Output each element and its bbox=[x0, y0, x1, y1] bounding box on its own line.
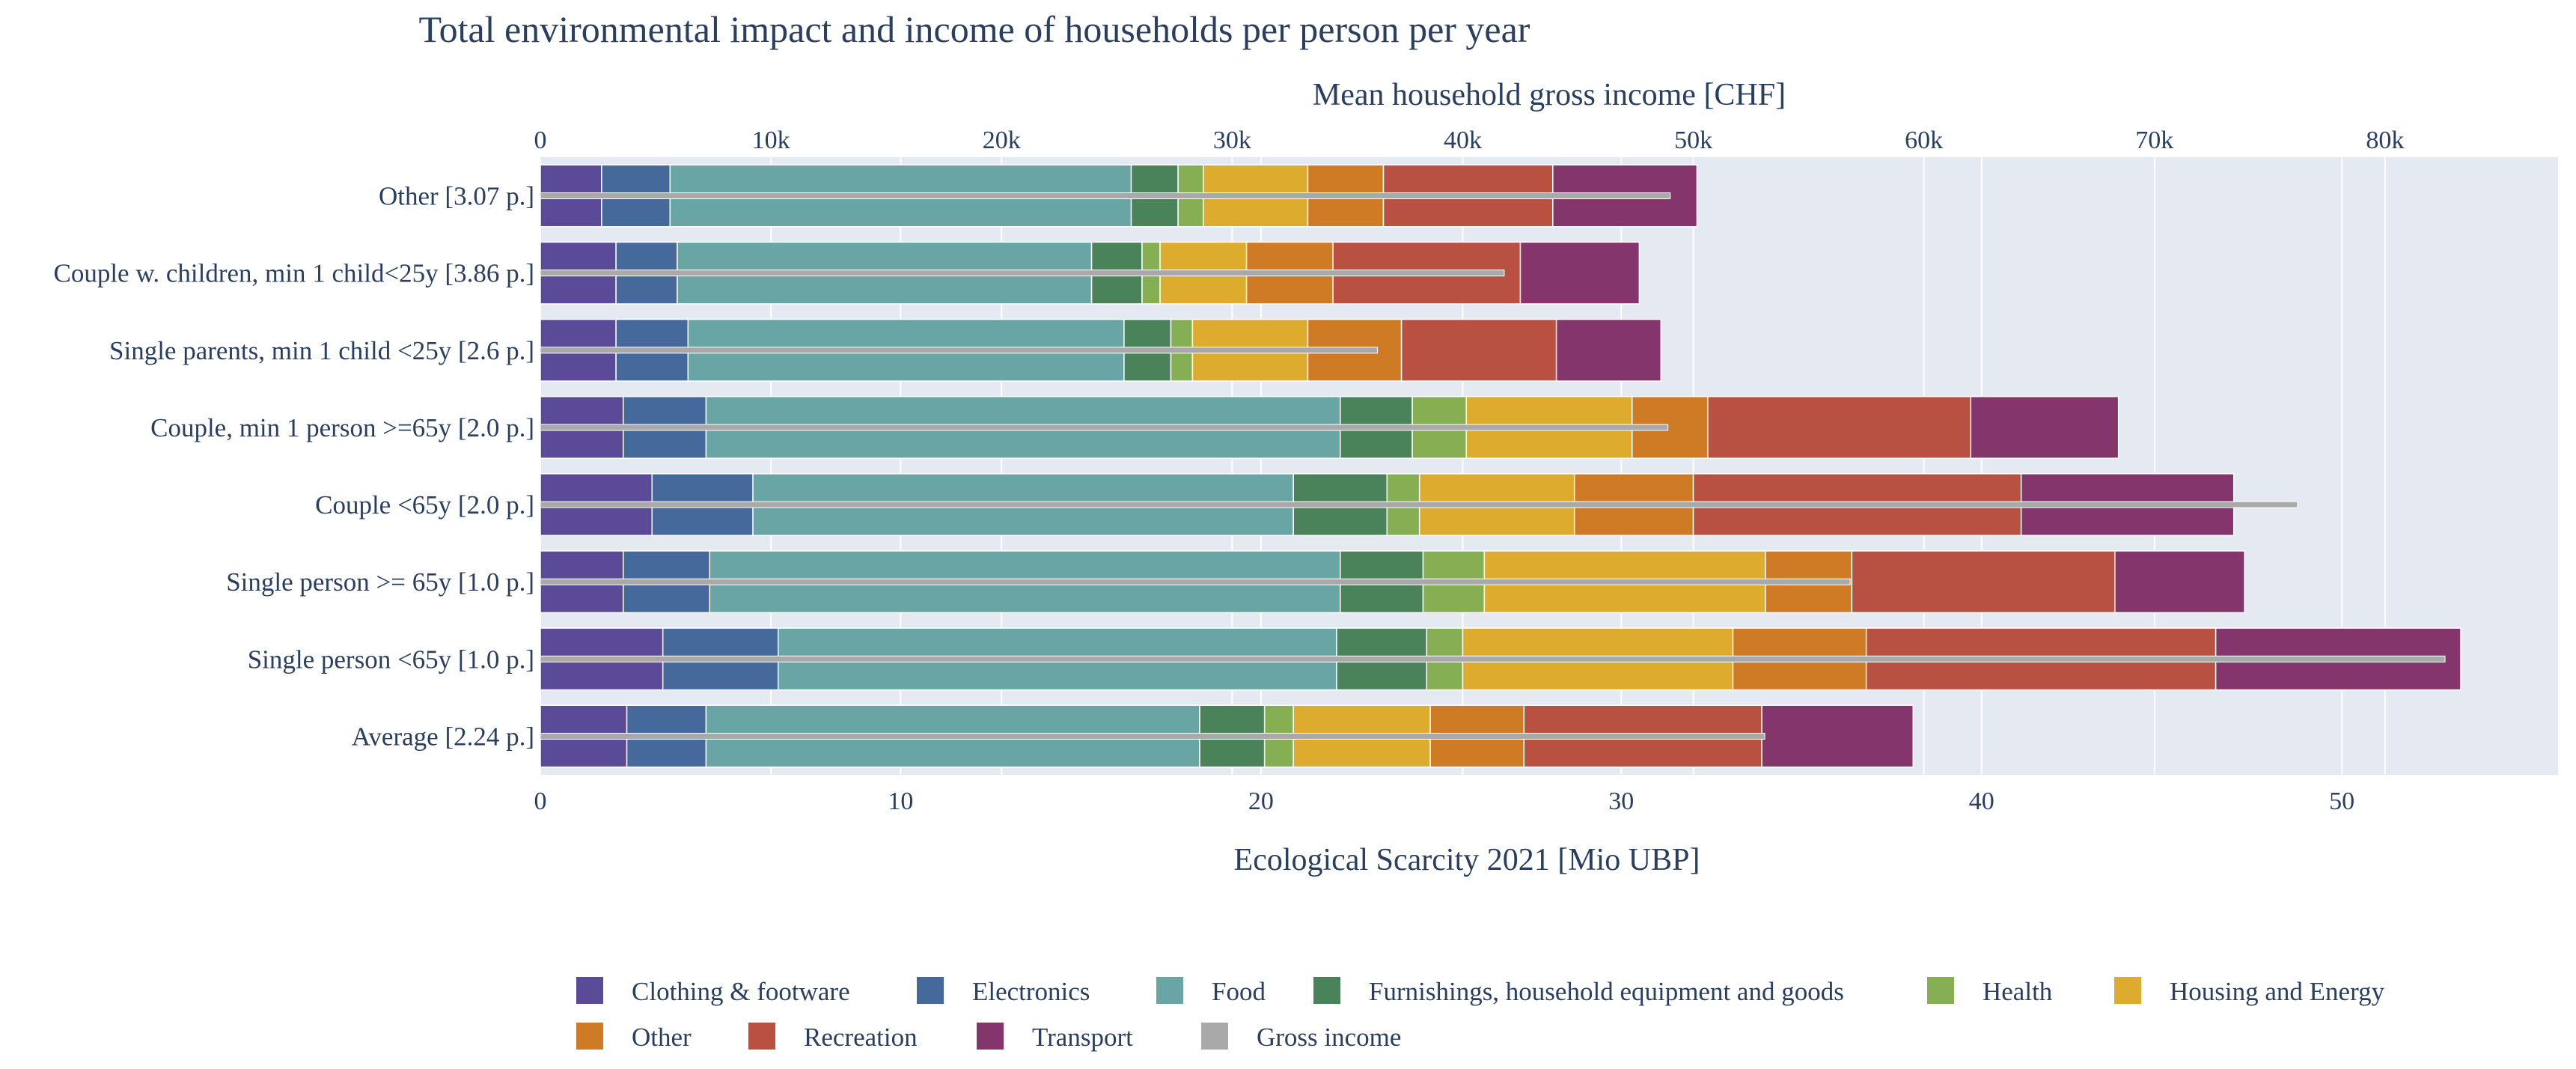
x2-tick-label-20000: 20k bbox=[983, 127, 1021, 154]
chart-title: Total environmental impact and income of… bbox=[419, 8, 1530, 50]
x-tick-label-50: 50 bbox=[2329, 788, 2354, 815]
x2-tick-label-0: 0 bbox=[534, 127, 547, 154]
bar-transport-3 bbox=[1970, 395, 2119, 459]
legend-label-recreation: Recreation bbox=[804, 1023, 918, 1052]
legend-swatch-transport bbox=[977, 1023, 1004, 1050]
legend-swatch-housing-and-energy bbox=[2114, 977, 2141, 1004]
bar-transport-1 bbox=[1519, 241, 1640, 305]
legend-swatch-furnishings-household-equipment-and-goods bbox=[1313, 977, 1340, 1004]
x2-tick-label-40000: 40k bbox=[1444, 127, 1482, 154]
x2-tick-label-30000: 30k bbox=[1213, 127, 1251, 154]
x-tick-label-40: 40 bbox=[1969, 788, 1994, 815]
x2-tick-label-10000: 10k bbox=[752, 127, 790, 154]
bar-transport-5 bbox=[2114, 550, 2245, 614]
bottom-axis-title: Ecological Scarcity 2021 [Mio UBP] bbox=[1234, 843, 1700, 877]
category-label-4: Couple <65y [2.0 p.] bbox=[315, 490, 534, 520]
income-line-7 bbox=[540, 732, 1765, 740]
bar-transport-7 bbox=[1761, 704, 1914, 768]
income-line-2 bbox=[540, 347, 1378, 354]
legend-label-gross-income: Gross income bbox=[1257, 1023, 1401, 1052]
legend-swatch-electronics bbox=[917, 977, 944, 1004]
bar-recreation-3 bbox=[1707, 395, 1972, 459]
income-line-4 bbox=[540, 501, 2298, 508]
legend-label-other: Other bbox=[632, 1023, 692, 1052]
income-line-0 bbox=[540, 192, 1671, 200]
tick-labels: 0 10 20 30 40 50 0 10k 20k 30k 40k 50k 60k 70k 80k bbox=[534, 127, 2405, 815]
income-line-5 bbox=[540, 578, 1851, 585]
x2-tick-label-50000: 50k bbox=[1674, 127, 1712, 154]
legend-swatch-food bbox=[1156, 977, 1183, 1004]
income-lines bbox=[540, 192, 2446, 740]
x2-tick-label-80000: 80k bbox=[2366, 127, 2404, 154]
x-tick-label-10: 10 bbox=[888, 788, 913, 815]
legend-swatch-other bbox=[576, 1023, 603, 1050]
legend-label-food: Food bbox=[1212, 977, 1266, 1006]
category-label-3: Couple, min 1 person >=65y [2.0 p.] bbox=[150, 413, 534, 442]
x-tick-label-20: 20 bbox=[1248, 788, 1274, 815]
bar-recreation-2 bbox=[1400, 318, 1557, 382]
category-label-1: Couple w. children, min 1 child<25y [3.8… bbox=[53, 259, 534, 288]
legend-swatch-health bbox=[1927, 977, 1954, 1004]
legend-swatch-clothing-footware bbox=[576, 977, 603, 1004]
legend-swatch-gross-income bbox=[1201, 1023, 1228, 1050]
legend-label-clothing-footware: Clothing & footware bbox=[632, 977, 850, 1006]
bar-recreation-5 bbox=[1851, 550, 2116, 614]
category-label-0: Other [3.07 p.] bbox=[379, 182, 534, 211]
income-line-3 bbox=[540, 424, 1669, 431]
legend-swatch-recreation bbox=[748, 1023, 775, 1050]
x-tick-label-0: 0 bbox=[534, 788, 547, 815]
income-line-6 bbox=[540, 655, 2446, 663]
bar-transport-2 bbox=[1555, 318, 1661, 382]
category-label-7: Average [2.24 p.] bbox=[352, 722, 534, 751]
legend-label-transport: Transport bbox=[1032, 1023, 1133, 1052]
category-labels: Other [3.07 p.] Couple w. children, min 1… bbox=[53, 182, 534, 752]
top-axis-title: Mean household gross income [CHF] bbox=[1313, 78, 1786, 112]
legend-label-electronics: Electronics bbox=[972, 977, 1090, 1006]
income-line-1 bbox=[540, 269, 1505, 277]
legend: Clothing & footware Electronics Food Furnis… bbox=[576, 977, 2385, 1052]
x-tick-label-30: 30 bbox=[1608, 788, 1634, 815]
legend-label-housing-and-energy: Housing and Energy bbox=[2170, 977, 2385, 1006]
legend-label-furnishings-household-equipment-and-goods: Furnishings, household equipment and goo… bbox=[1369, 977, 1844, 1006]
x2-tick-label-70000: 70k bbox=[2135, 127, 2173, 154]
x2-tick-label-60000: 60k bbox=[1905, 127, 1943, 154]
category-label-5: Single person >= 65y [1.0 p.] bbox=[226, 567, 534, 597]
legend-label-health: Health bbox=[1983, 977, 2053, 1006]
category-label-6: Single person <65y [1.0 p.] bbox=[248, 645, 534, 674]
category-label-2: Single parents, min 1 child <25y [2.6 p.… bbox=[109, 336, 534, 365]
